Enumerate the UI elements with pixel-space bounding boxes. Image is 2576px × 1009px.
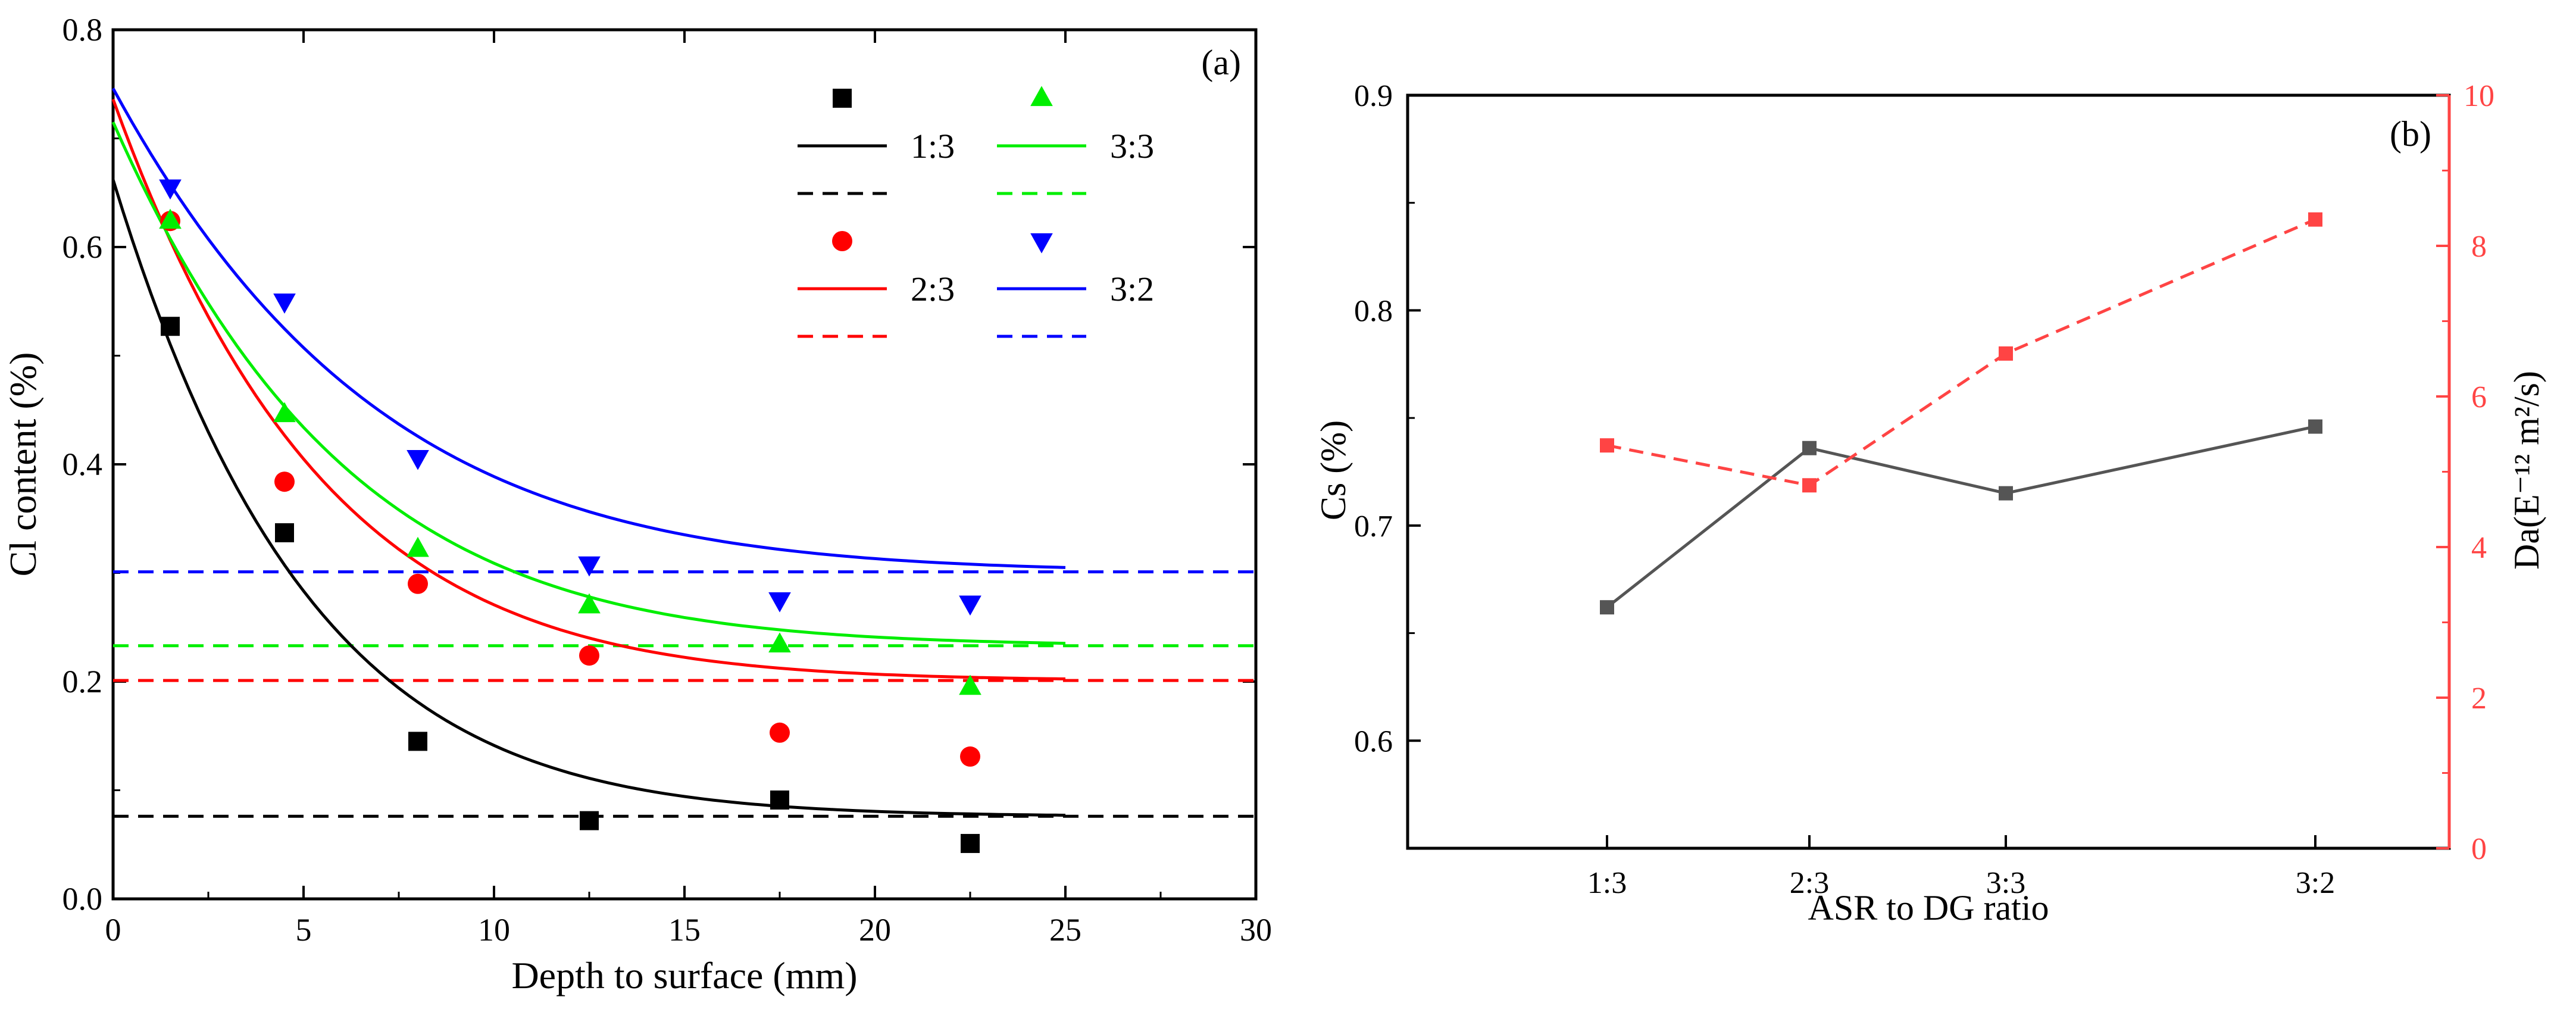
legend-a: 1:3 2:3 3:3 3:2 [798, 86, 1154, 338]
y-axis-ticks-a: 0.0 0.2 0.4 0.6 0.8 [62, 12, 1256, 917]
x-tick-label-a: 20 [859, 912, 891, 948]
x-axis-label-b: ASR to DG ratio [1808, 888, 2049, 927]
y-tick-label-a: 0.0 [62, 881, 103, 917]
x-axis-label-a: Depth to surface (mm) [511, 954, 857, 996]
legend-label: 1:3 [911, 127, 955, 165]
data-point-3-3 [407, 536, 429, 557]
data-point-2-3 [408, 573, 428, 594]
y-axis-label-b: Cs (%) [1314, 420, 1353, 520]
data-point-1-3 [580, 811, 599, 830]
x-tick-label-b: 1:3 [1587, 866, 1627, 900]
y2-tick-label-b: 8 [2471, 230, 2487, 264]
data-points-a [159, 179, 981, 853]
data-point-1-3 [275, 523, 294, 542]
x-tick-label-b: 3:2 [2296, 866, 2335, 900]
y-tick-label-a: 0.6 [62, 229, 103, 265]
data-point-3-2 [407, 449, 429, 470]
x-tick-label-a: 15 [668, 912, 701, 948]
cs-data-point [1999, 486, 2013, 501]
legend-marker-1-3 [833, 89, 852, 108]
plot-frame-a [111, 28, 1258, 901]
data-point-3-3 [578, 593, 601, 614]
legend-marker-3-3 [1030, 86, 1053, 107]
da-data-point [1999, 346, 2013, 361]
x-tick-label-a: 10 [478, 912, 510, 948]
series-b [1600, 212, 2322, 615]
y2-tick-label-b: 6 [2471, 380, 2487, 414]
y2-axis-label-b: Da(E⁻¹² m²/s) [2507, 371, 2546, 570]
panel-label-a: (a) [1201, 43, 1241, 82]
data-point-3-2 [768, 592, 791, 613]
data-point-2-3 [274, 471, 295, 492]
x-tick-label-b: 2:3 [1790, 866, 1829, 900]
x-axis-ticks-a: 0 5 10 15 20 25 30 [105, 30, 1272, 948]
da-data-point [2308, 212, 2322, 227]
fit-curves-a [111, 88, 1066, 817]
fit-curve-1-3 [111, 179, 1066, 817]
y-tick-label-a: 0.2 [62, 664, 103, 699]
x-tick-label-a: 25 [1049, 912, 1081, 948]
data-point-1-3 [161, 317, 180, 336]
y-tick-label-b: 0.6 [1354, 724, 1393, 758]
plot-frame-b [1406, 93, 2451, 850]
data-point-3-2 [959, 595, 981, 616]
cs-data-point [2308, 419, 2322, 434]
fit-curve-2-3 [111, 98, 1066, 680]
cs-data-point [1600, 600, 1614, 615]
legend-marker-3-2 [1030, 233, 1053, 254]
chart-panel-b: 1:3 2:3 3:3 3:2 0.6 0.7 0.8 0.9 0 2 4 6 8 10 (b) AS… [1314, 79, 2546, 927]
x-tick-label-a: 30 [1240, 912, 1272, 948]
da-series-line [1606, 218, 2316, 487]
data-point-1-3 [961, 833, 980, 853]
data-point-1-3 [770, 790, 789, 810]
panel-label-b: (b) [2390, 114, 2431, 154]
y-tick-label-b: 0.7 [1354, 510, 1393, 543]
da-data-point [1802, 478, 1817, 493]
x-tick-label-a: 0 [105, 912, 121, 948]
legend-label: 3:2 [1110, 270, 1154, 308]
x-tick-label-b: 3:3 [1986, 866, 2025, 900]
y2-tick-label-b: 0 [2471, 832, 2487, 866]
legend-marker-2-3 [832, 231, 852, 251]
data-point-3-3 [273, 402, 296, 423]
y-tick-label-a: 0.4 [62, 446, 103, 482]
data-point-3-3 [959, 674, 981, 695]
fit-curve-3-2 [111, 88, 1066, 569]
chart-panel-a: 0 5 10 15 20 25 30 0.0 0.2 0.4 0.6 0.8 1:3 2:3 3:3 3:… [2, 12, 1272, 996]
y2-tick-label-b: 2 [2471, 682, 2487, 716]
y2-axis-ticks-b: 0 2 4 6 8 10 [2436, 79, 2494, 866]
data-point-3-3 [159, 208, 182, 229]
baseline-lines-a [113, 570, 1256, 818]
data-point-1-3 [408, 732, 427, 751]
y2-tick-label-b: 10 [2464, 79, 2494, 113]
x-axis-ticks-b: 1:3 2:3 3:3 3:2 [1587, 835, 2335, 900]
da-data-point [1600, 438, 1614, 453]
data-point-2-3 [579, 645, 599, 666]
y-tick-label-b: 0.9 [1354, 79, 1393, 113]
y-tick-label-a: 0.8 [62, 12, 103, 48]
cs-series-line [1606, 425, 2316, 609]
legend-label: 2:3 [911, 270, 955, 308]
data-point-2-3 [960, 746, 980, 767]
data-point-2-3 [770, 722, 790, 743]
x-tick-label-a: 5 [296, 912, 312, 948]
data-point-3-3 [768, 632, 791, 653]
data-point-3-2 [578, 556, 601, 577]
legend-label: 3:3 [1110, 127, 1154, 165]
y-axis-ticks-b: 0.6 0.7 0.8 0.9 [1354, 79, 1421, 758]
y-axis-label-a: Cl content (%) [2, 352, 44, 577]
y2-tick-label-b: 4 [2471, 531, 2487, 565]
y-tick-label-b: 0.8 [1354, 294, 1393, 328]
data-point-3-2 [273, 293, 296, 314]
data-point-3-2 [159, 179, 182, 200]
cs-data-point [1802, 441, 1817, 455]
